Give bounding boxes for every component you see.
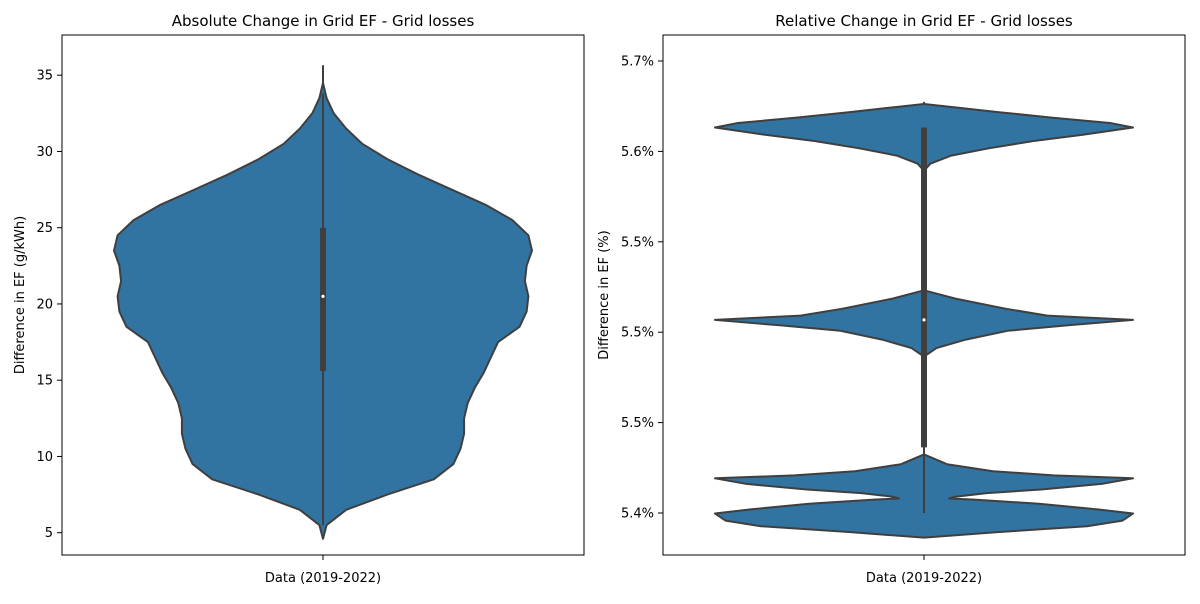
y-tick-label: 25 [36, 221, 53, 236]
chart-title: Absolute Change in Grid EF - Grid losses [172, 12, 475, 30]
median-marker [321, 294, 325, 298]
y-tick-label: 30 [36, 145, 53, 160]
y-tick-label: 5 [45, 526, 53, 541]
y-axis-label: Difference in EF (%) [597, 230, 612, 359]
y-tick-label: 5.4% [621, 507, 654, 522]
y-tick-label: 5.5% [621, 235, 654, 250]
median-marker [922, 318, 926, 322]
y-tick-label: 5.5% [621, 326, 654, 341]
y-tick-label: 20 [36, 297, 53, 312]
x-tick-label: Data (2019-2022) [866, 571, 982, 586]
y-tick-label: 5.5% [621, 416, 654, 431]
x-tick-label: Data (2019-2022) [265, 571, 381, 586]
chart-title: Relative Change in Grid EF - Grid losses [775, 12, 1073, 30]
y-tick-label: 15 [36, 374, 53, 389]
relative-change-panel: 5.4% 5.5% 5.5% 5.5% 5.6% 5.7% Data (2019-2022)… [597, 12, 1186, 586]
y-axis-label: Difference in EF (g/kWh) [13, 216, 28, 374]
y-tick-label: 5.6% [621, 145, 654, 160]
y-tick-label: 5.7% [621, 55, 654, 70]
absolute-change-panel: 5 10 15 20 25 30 35 Data (2019-2022) Absolute Ch… [13, 12, 585, 586]
y-tick-label: 35 [36, 69, 53, 84]
y-tick-label: 10 [36, 450, 53, 465]
